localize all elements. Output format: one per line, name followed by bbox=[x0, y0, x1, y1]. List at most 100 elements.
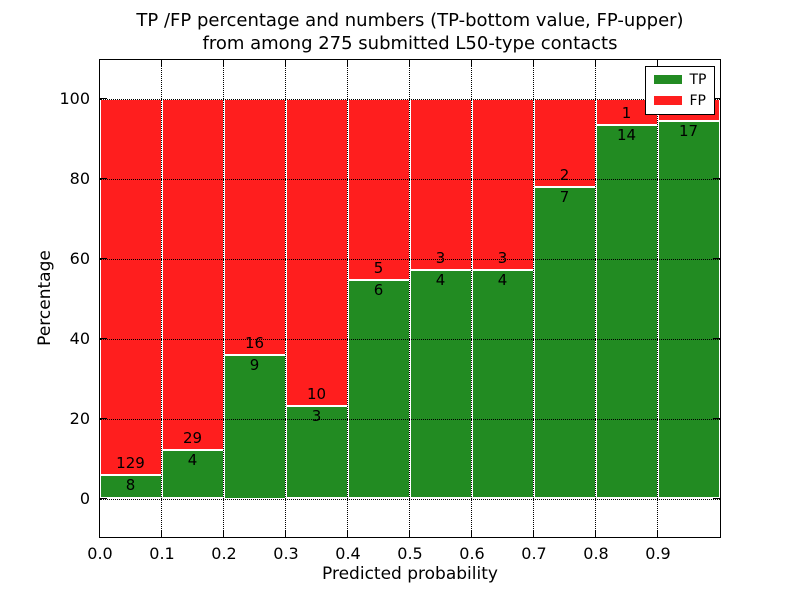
fp-count-label: 129 bbox=[116, 454, 145, 473]
x-tick-mark-top bbox=[346, 59, 349, 67]
x-tick-mark bbox=[284, 529, 287, 537]
x-tick-label: 0.4 bbox=[335, 544, 361, 563]
vertical-gridline bbox=[161, 59, 162, 537]
tp-count-label: 8 bbox=[125, 476, 136, 495]
bar-segment-fp bbox=[347, 98, 410, 281]
bar-segment-fp bbox=[99, 98, 162, 476]
x-tick-mark-top bbox=[222, 59, 225, 67]
bar-segment-tp bbox=[161, 450, 224, 499]
vertical-gridline bbox=[471, 59, 472, 537]
y-tick-mark-right bbox=[712, 497, 720, 500]
horizontal-gridline bbox=[99, 338, 720, 340]
bar-segment-fp bbox=[285, 98, 348, 407]
x-tick-mark-top bbox=[470, 59, 473, 67]
vertical-gridline bbox=[223, 59, 224, 537]
y-tick-mark bbox=[99, 257, 107, 260]
fp-count-label: 3 bbox=[497, 248, 508, 267]
fp-count-label: 29 bbox=[182, 429, 203, 447]
tp-count-label: 14 bbox=[616, 126, 637, 145]
legend-label-tp: TP bbox=[689, 71, 707, 88]
x-tick-mark bbox=[532, 529, 535, 537]
x-tick-label: 0.7 bbox=[521, 544, 547, 563]
fp-count-label: 3 bbox=[435, 248, 446, 267]
x-tick-mark bbox=[408, 529, 411, 537]
y-tick-label: 20 bbox=[69, 409, 90, 428]
y-tick-label: 80 bbox=[69, 169, 90, 188]
horizontal-gridline bbox=[99, 178, 720, 180]
legend: TP FP bbox=[644, 65, 715, 115]
x-tick-label: 0.6 bbox=[459, 544, 485, 563]
tp-count-label: 4 bbox=[497, 270, 508, 289]
y-tick-mark-right bbox=[712, 417, 720, 420]
x-tick-mark-top bbox=[284, 59, 287, 67]
fp-count-label: 5 bbox=[373, 259, 384, 278]
chart-title-line1: TP /FP percentage and numbers (TP-bottom… bbox=[136, 10, 684, 31]
horizontal-gridline bbox=[99, 418, 720, 420]
y-tick-mark-right bbox=[712, 257, 720, 260]
y-tick-label: 40 bbox=[69, 329, 90, 348]
fp-count-label: 16 bbox=[244, 333, 265, 352]
x-tick-mark-top bbox=[408, 59, 411, 67]
y-tick-mark bbox=[99, 497, 107, 500]
y-tick-mark bbox=[99, 337, 107, 340]
x-tick-mark-top bbox=[656, 59, 659, 67]
bar-segment-tp bbox=[533, 187, 596, 499]
legend-entry-tp: TP bbox=[653, 71, 714, 88]
vertical-gridline bbox=[409, 59, 410, 537]
horizontal-gridline bbox=[99, 98, 720, 100]
x-tick-mark-top bbox=[160, 59, 163, 67]
bar-segment-fp bbox=[533, 98, 596, 188]
tp-count-label: 6 bbox=[373, 281, 384, 300]
x-tick-label: 0.8 bbox=[583, 544, 609, 563]
bar-segment-fp bbox=[409, 98, 472, 270]
bar-segment-tp bbox=[471, 269, 534, 499]
bar-segment-fp bbox=[223, 98, 286, 355]
legend-entry-fp: FP bbox=[653, 92, 714, 109]
y-tick-label: 60 bbox=[69, 249, 90, 268]
bar-segment-tp bbox=[595, 125, 658, 499]
vertical-gridline bbox=[595, 59, 596, 537]
horizontal-gridline bbox=[99, 498, 720, 500]
bar-segment-tp bbox=[657, 120, 720, 499]
y-tick-label: 100 bbox=[59, 89, 90, 108]
chart-title: TP /FP percentage and numbers (TP-bottom… bbox=[90, 9, 730, 55]
y-tick-mark-right bbox=[712, 177, 720, 180]
bar-segment-tp bbox=[347, 280, 410, 499]
bar-segment-fp bbox=[161, 98, 224, 450]
tp-count-label: 9 bbox=[249, 355, 260, 374]
y-tick-label: 0 bbox=[79, 489, 90, 508]
x-tick-label: 0.5 bbox=[397, 544, 423, 563]
fp-count-label: 1 bbox=[621, 104, 632, 123]
fp-count-label: 10 bbox=[306, 385, 327, 404]
vertical-gridline bbox=[657, 59, 658, 537]
x-tick-mark bbox=[346, 529, 349, 537]
x-tick-label: 0.1 bbox=[149, 544, 175, 563]
tp-color-swatch bbox=[653, 75, 682, 84]
vertical-gridline bbox=[533, 59, 534, 537]
horizontal-gridline bbox=[99, 258, 720, 260]
x-tick-mark bbox=[594, 529, 597, 537]
tp-count-label: 3 bbox=[311, 407, 322, 426]
legend-label-fp: FP bbox=[689, 92, 707, 109]
vertical-gridline bbox=[347, 59, 348, 537]
tp-count-label: 17 bbox=[678, 121, 699, 140]
bar-segment-tp bbox=[409, 269, 472, 499]
x-tick-mark bbox=[222, 529, 225, 537]
x-tick-mark-top bbox=[594, 59, 597, 67]
chart-title-line2: from among 275 submitted L50-type contac… bbox=[202, 33, 618, 54]
fp-color-swatch bbox=[653, 96, 682, 105]
vertical-gridline bbox=[285, 59, 286, 537]
y-tick-mark bbox=[99, 417, 107, 420]
tp-count-label: 7 bbox=[559, 188, 570, 207]
y-tick-mark bbox=[99, 97, 107, 100]
y-tick-mark bbox=[99, 177, 107, 180]
x-tick-label: 0.0 bbox=[87, 544, 113, 563]
tp-count-label: 4 bbox=[187, 451, 198, 469]
fp-count-label: 2 bbox=[559, 166, 570, 185]
x-tick-mark-top bbox=[532, 59, 535, 67]
x-tick-label: 0.2 bbox=[211, 544, 237, 563]
x-axis-label: Predicted probability bbox=[322, 564, 498, 584]
bar-segment-fp bbox=[471, 98, 534, 270]
tp-count-label: 4 bbox=[435, 270, 446, 289]
x-tick-mark bbox=[160, 529, 163, 537]
